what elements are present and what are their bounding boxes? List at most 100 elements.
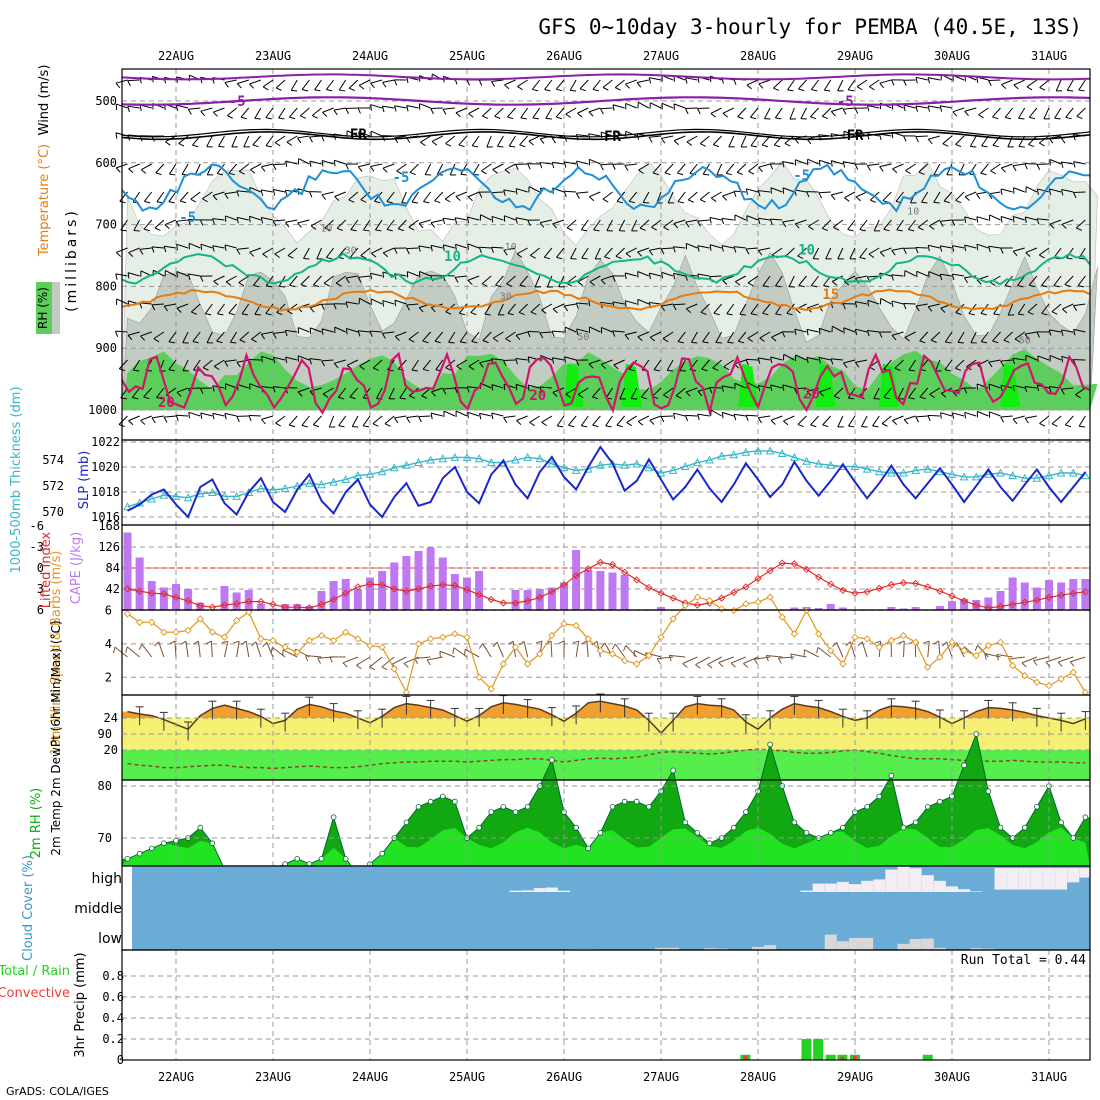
upper-wind-barb-feather — [711, 197, 717, 202]
upper-wind-barb-feather — [1065, 424, 1072, 428]
upper-wind-barb — [637, 247, 650, 253]
upper-wind-barb-feather — [1012, 358, 1016, 365]
upper-wind-barb-feather — [418, 416, 422, 423]
upper-wind-barb — [313, 275, 322, 286]
upper-wind-barb — [265, 275, 274, 287]
pressure-tick: 700 — [95, 218, 117, 232]
upper-wind-barb — [1024, 385, 1037, 389]
upper-wind-barb-feather — [806, 191, 810, 198]
cape-bar — [1008, 577, 1017, 610]
upper-wind-barb — [758, 217, 771, 221]
upper-wind-barb — [345, 301, 358, 305]
wind10-barb — [575, 641, 580, 658]
upper-wind-barb — [1024, 331, 1037, 335]
upper-wind-barb-feather — [187, 219, 192, 226]
upper-wind-barb — [278, 107, 286, 119]
rh-contour-label: 10 — [907, 206, 919, 217]
wind10-barb-feather — [832, 641, 837, 648]
upper-wind-barb-feather — [551, 137, 557, 144]
wind10-barb — [625, 645, 638, 658]
upper-wind-barb — [358, 275, 371, 278]
upper-wind-barb — [316, 247, 322, 260]
upper-wind-barb-feather — [848, 397, 855, 400]
rh-contour-saturated — [878, 363, 899, 407]
upper-wind-barb — [712, 135, 722, 145]
upper-wind-barb-feather — [750, 116, 757, 120]
rh-contour-saturated — [1000, 363, 1021, 407]
upper-wind-barb — [736, 163, 747, 173]
upper-wind-barb-feather — [927, 138, 933, 145]
upper-wind-barb — [605, 387, 613, 399]
upper-wind-barb-feather — [139, 249, 144, 255]
upper-wind-barb-feather — [915, 136, 919, 143]
upper-wind-barb — [807, 303, 819, 309]
upper-wind-barb-feather — [140, 419, 146, 425]
rh2m-tick: 70 — [98, 831, 112, 845]
upper-wind-barb — [955, 191, 965, 201]
upper-wind-barb-feather — [422, 340, 429, 344]
lifted-index-point — [426, 582, 435, 590]
upper-wind-barb-feather — [393, 79, 398, 86]
wind10-speed-point — [499, 660, 508, 668]
wind10-speed-point — [342, 628, 350, 636]
upper-wind-barb-feather — [844, 197, 850, 202]
wind10-barb — [946, 641, 953, 658]
upper-wind-barb — [409, 163, 419, 173]
upper-wind-barb-feather — [824, 89, 831, 92]
upper-wind-barb — [1025, 186, 1038, 193]
upper-wind-barb-feather — [504, 169, 511, 174]
thickness-point — [486, 458, 496, 467]
upper-wind-barb-feather — [1039, 254, 1045, 259]
lifted-index-point — [572, 572, 580, 580]
upper-wind-barb — [915, 105, 928, 109]
upper-wind-barb-feather — [516, 420, 522, 425]
upper-wind-barb — [591, 387, 601, 398]
upper-wind-barb-feather — [1076, 115, 1083, 120]
upper-wind-barb-feather — [285, 221, 290, 228]
upper-wind-barb-feather — [602, 198, 609, 203]
wind10-barb-feather — [342, 662, 348, 668]
upper-wind-barb-feather — [879, 251, 885, 257]
upper-wind-barb — [346, 130, 359, 137]
upper-wind-barb — [770, 384, 783, 389]
cape-bar — [984, 597, 993, 610]
wind10-barb-feather — [1045, 661, 1051, 667]
upper-wind-barb — [847, 79, 856, 91]
upper-wind-barb-feather — [661, 272, 663, 279]
contour-label: 10 — [444, 249, 461, 265]
upper-wind-barb — [928, 303, 940, 308]
upper-wind-barb — [940, 412, 953, 417]
upper-wind-barb — [249, 79, 262, 85]
upper-wind-barb-feather — [758, 166, 763, 173]
upper-wind-barb — [847, 387, 856, 399]
upper-wind-barb-feather — [442, 108, 447, 115]
wind10-speed-point — [705, 596, 714, 605]
upper-wind-barb — [214, 359, 225, 367]
date-tick-top: 29AUG — [837, 49, 873, 63]
cape-bar — [475, 571, 484, 610]
lifted-index-point — [742, 583, 750, 591]
upper-wind-barb-feather — [345, 328, 348, 335]
upper-wind-barb-feather — [868, 86, 875, 91]
wind10-barb — [977, 644, 989, 658]
cape-bar — [657, 607, 665, 610]
upper-wind-barb — [843, 359, 856, 364]
rh2m-point — [427, 798, 434, 805]
thickness-tick: 572 — [42, 479, 64, 493]
wind10-speed-point — [1021, 671, 1029, 680]
upper-wind-barb-feather — [532, 117, 539, 120]
upper-wind-barb — [225, 215, 237, 221]
upper-wind-barb — [194, 163, 201, 176]
thickness-point — [717, 451, 726, 460]
upper-wind-barb — [176, 219, 189, 222]
upper-wind-barb — [558, 275, 565, 288]
upper-wind-barb-feather — [1026, 86, 1033, 91]
upper-wind-barb-feather — [236, 190, 240, 197]
upper-wind-barb — [444, 191, 456, 200]
upper-wind-barb-feather — [930, 339, 937, 343]
upper-wind-barb-feather — [527, 220, 531, 226]
upper-wind-barb-feather — [879, 133, 882, 141]
cape-bar — [220, 586, 229, 610]
upper-wind-barb-feather — [478, 247, 482, 254]
upper-wind-barb — [649, 102, 662, 109]
